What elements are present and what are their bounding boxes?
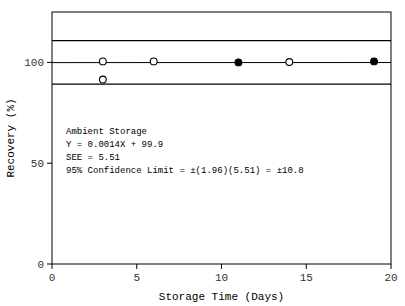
open-point	[286, 59, 293, 66]
y-tick-label: 100	[24, 57, 44, 69]
x-tick	[221, 264, 222, 269]
annotation: SEE = 5.51	[66, 153, 120, 163]
open-point	[150, 58, 157, 65]
plot-area	[52, 41, 391, 85]
x-tick	[391, 264, 392, 269]
chart-svg: 0 5 10 15 20 0 50 100 Storage Time (Days) Recover…	[0, 0, 405, 306]
confidence-limit-line	[52, 40, 391, 41]
open-point	[99, 76, 106, 83]
x-tick	[52, 264, 53, 269]
open-point	[99, 58, 106, 65]
filled-point	[371, 58, 378, 65]
y-tick	[47, 264, 52, 265]
y-tick-label: 0	[37, 259, 44, 271]
x-tick-label: 15	[300, 272, 313, 284]
y-axis-label: Recovery (%)	[5, 98, 17, 177]
y-tick	[47, 163, 52, 164]
plot-frame	[52, 12, 391, 264]
x-tick-label: 5	[133, 272, 140, 284]
filled-point	[235, 59, 242, 66]
annotation: Ambient Storage	[66, 127, 147, 137]
confidence-limit-line	[52, 84, 391, 85]
x-tick-label: 10	[215, 272, 228, 284]
x-tick	[306, 264, 307, 269]
annotation: Y = 0.0014X + 99.9	[66, 140, 163, 150]
x-tick	[136, 264, 137, 269]
y-tick	[47, 62, 52, 63]
y-tick-label: 50	[31, 158, 44, 170]
chart-container: 0 5 10 15 20 0 50 100 Storage Time (Days) Recover…	[0, 0, 405, 306]
x-tick-label: 20	[384, 272, 397, 284]
x-axis-label: Storage Time (Days)	[159, 291, 284, 303]
x-tick-label: 0	[49, 272, 56, 284]
annotation: 95% Confidence Limit = ±(1.96)(5.51) = ±…	[66, 166, 304, 176]
